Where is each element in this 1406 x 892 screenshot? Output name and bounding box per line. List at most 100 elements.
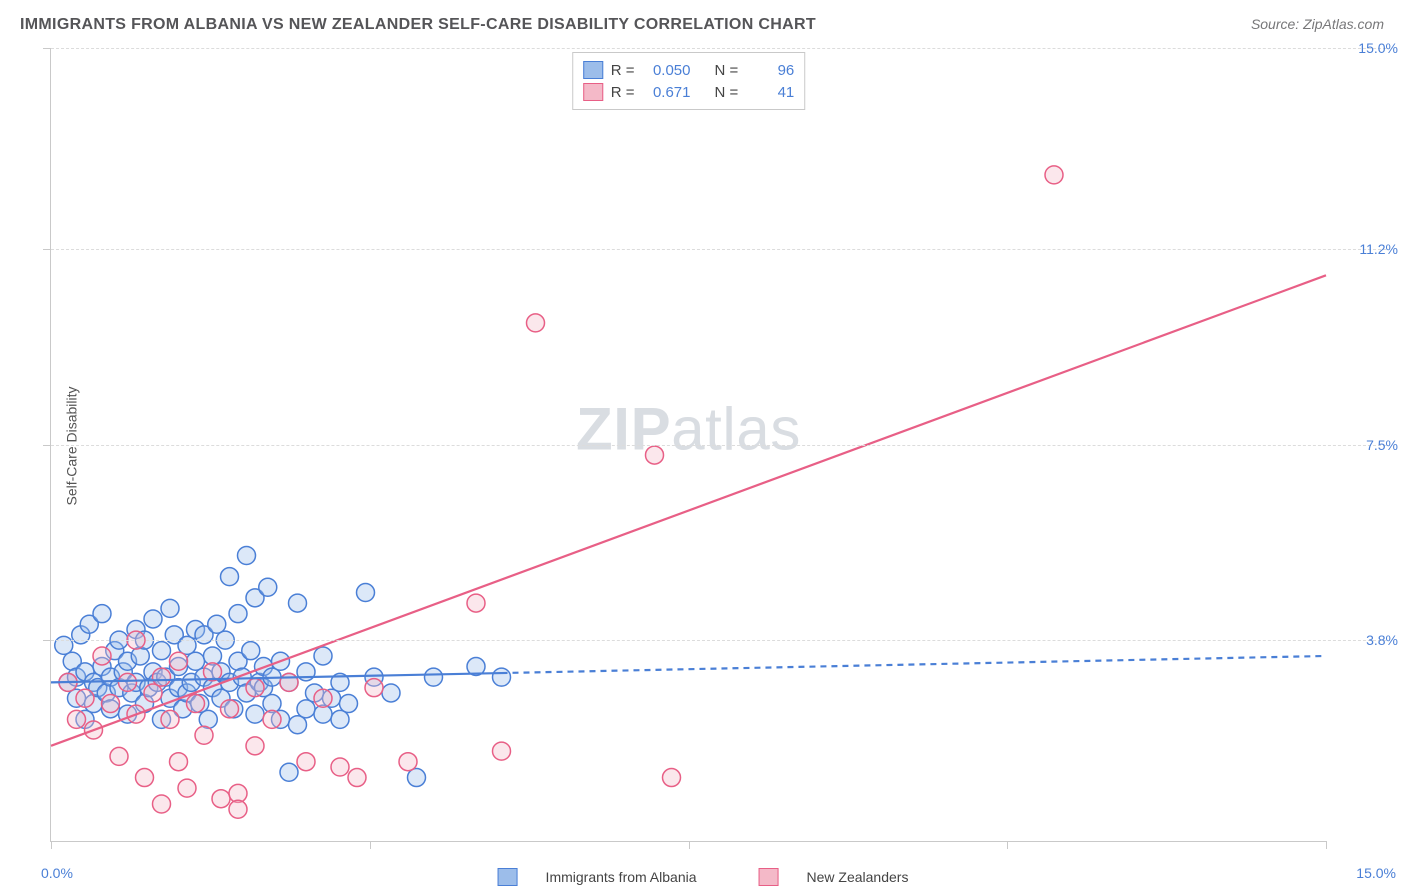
data-point — [161, 599, 179, 617]
data-point — [365, 679, 383, 697]
data-point — [259, 578, 277, 596]
trend-line — [502, 656, 1327, 673]
n-label: N = — [715, 62, 739, 79]
swatch-nz — [583, 83, 603, 101]
r-label-2: R = — [611, 84, 635, 101]
legend-swatch-nz — [759, 868, 779, 886]
data-point — [93, 647, 111, 665]
data-point — [119, 673, 137, 691]
data-point — [221, 700, 239, 718]
data-point — [340, 695, 358, 713]
gridline-h — [51, 445, 1386, 446]
legend-swatch-albania — [498, 868, 518, 886]
gridline-h — [51, 48, 1386, 49]
data-point — [399, 753, 417, 771]
data-point — [493, 742, 511, 760]
data-point — [331, 758, 349, 776]
y-tick-label: 3.8% — [1366, 632, 1398, 648]
bottom-legend: Immigrants from Albania New Zealanders — [498, 868, 909, 886]
n-label-2: N = — [715, 84, 739, 101]
data-point — [493, 668, 511, 686]
data-point — [246, 737, 264, 755]
y-tick-label: 11.2% — [1359, 241, 1398, 257]
data-point — [131, 647, 149, 665]
data-point — [170, 753, 188, 771]
x-tick — [1007, 841, 1008, 849]
data-point — [314, 647, 332, 665]
swatch-albania — [583, 61, 603, 79]
data-point — [357, 584, 375, 602]
legend-label-albania: Immigrants from Albania — [546, 869, 697, 885]
r-label: R = — [611, 62, 635, 79]
data-point — [242, 642, 260, 660]
data-point — [161, 710, 179, 728]
data-point — [408, 769, 426, 787]
data-point — [153, 795, 171, 813]
data-point — [527, 314, 545, 332]
data-point — [348, 769, 366, 787]
legend-label-nz: New Zealanders — [807, 869, 909, 885]
data-point — [187, 695, 205, 713]
data-point — [144, 684, 162, 702]
n-value-nz: 41 — [746, 84, 794, 101]
data-point — [663, 769, 681, 787]
data-point — [212, 790, 230, 808]
stats-row-nz: R = 0.671 N = 41 — [583, 81, 795, 103]
plot-area: ZIPatlas R = 0.050 N = 96 R = 0.671 N = … — [50, 48, 1326, 842]
trend-line — [51, 275, 1326, 746]
stats-row-albania: R = 0.050 N = 96 — [583, 59, 795, 81]
data-point — [246, 679, 264, 697]
data-point — [102, 695, 120, 713]
data-point — [238, 547, 256, 565]
x-tick — [370, 841, 371, 849]
data-point — [68, 710, 86, 728]
data-point — [144, 610, 162, 628]
data-point — [170, 652, 188, 670]
data-point — [136, 769, 154, 787]
data-point — [246, 705, 264, 723]
r-value-nz: 0.671 — [643, 84, 691, 101]
data-point — [382, 684, 400, 702]
x-tick — [51, 841, 52, 849]
gridline-h — [51, 249, 1386, 250]
r-value-albania: 0.050 — [643, 62, 691, 79]
data-point — [229, 605, 247, 623]
data-point — [280, 763, 298, 781]
data-point — [93, 605, 111, 623]
data-point — [280, 673, 298, 691]
data-point — [467, 594, 485, 612]
data-point — [199, 710, 217, 728]
x-axis-origin-label: 0.0% — [41, 865, 73, 881]
data-point — [208, 615, 226, 633]
data-point — [297, 753, 315, 771]
n-value-albania: 96 — [746, 62, 794, 79]
data-point — [55, 636, 73, 654]
data-point — [297, 700, 315, 718]
data-point — [646, 446, 664, 464]
data-point — [263, 710, 281, 728]
data-point — [195, 726, 213, 744]
data-point — [187, 652, 205, 670]
data-point — [314, 689, 332, 707]
y-tick-label: 15.0% — [1358, 40, 1398, 56]
data-point — [178, 779, 196, 797]
data-point — [331, 710, 349, 728]
chart-container: IMMIGRANTS FROM ALBANIA VS NEW ZEALANDER… — [0, 0, 1406, 892]
x-tick — [1326, 841, 1327, 849]
stats-legend-box: R = 0.050 N = 96 R = 0.671 N = 41 — [572, 52, 806, 110]
data-point — [289, 716, 307, 734]
x-axis-max-label: 15.0% — [1356, 865, 1396, 881]
data-point — [153, 668, 171, 686]
data-point — [425, 668, 443, 686]
data-point — [221, 568, 239, 586]
data-point — [229, 800, 247, 818]
data-point — [1045, 166, 1063, 184]
x-tick — [689, 841, 690, 849]
data-point — [110, 747, 128, 765]
data-point — [289, 594, 307, 612]
chart-title: IMMIGRANTS FROM ALBANIA VS NEW ZEALANDER… — [20, 16, 816, 34]
gridline-h — [51, 640, 1386, 641]
data-point — [178, 636, 196, 654]
data-point — [153, 642, 171, 660]
source-attribution: Source: ZipAtlas.com — [1251, 16, 1384, 32]
